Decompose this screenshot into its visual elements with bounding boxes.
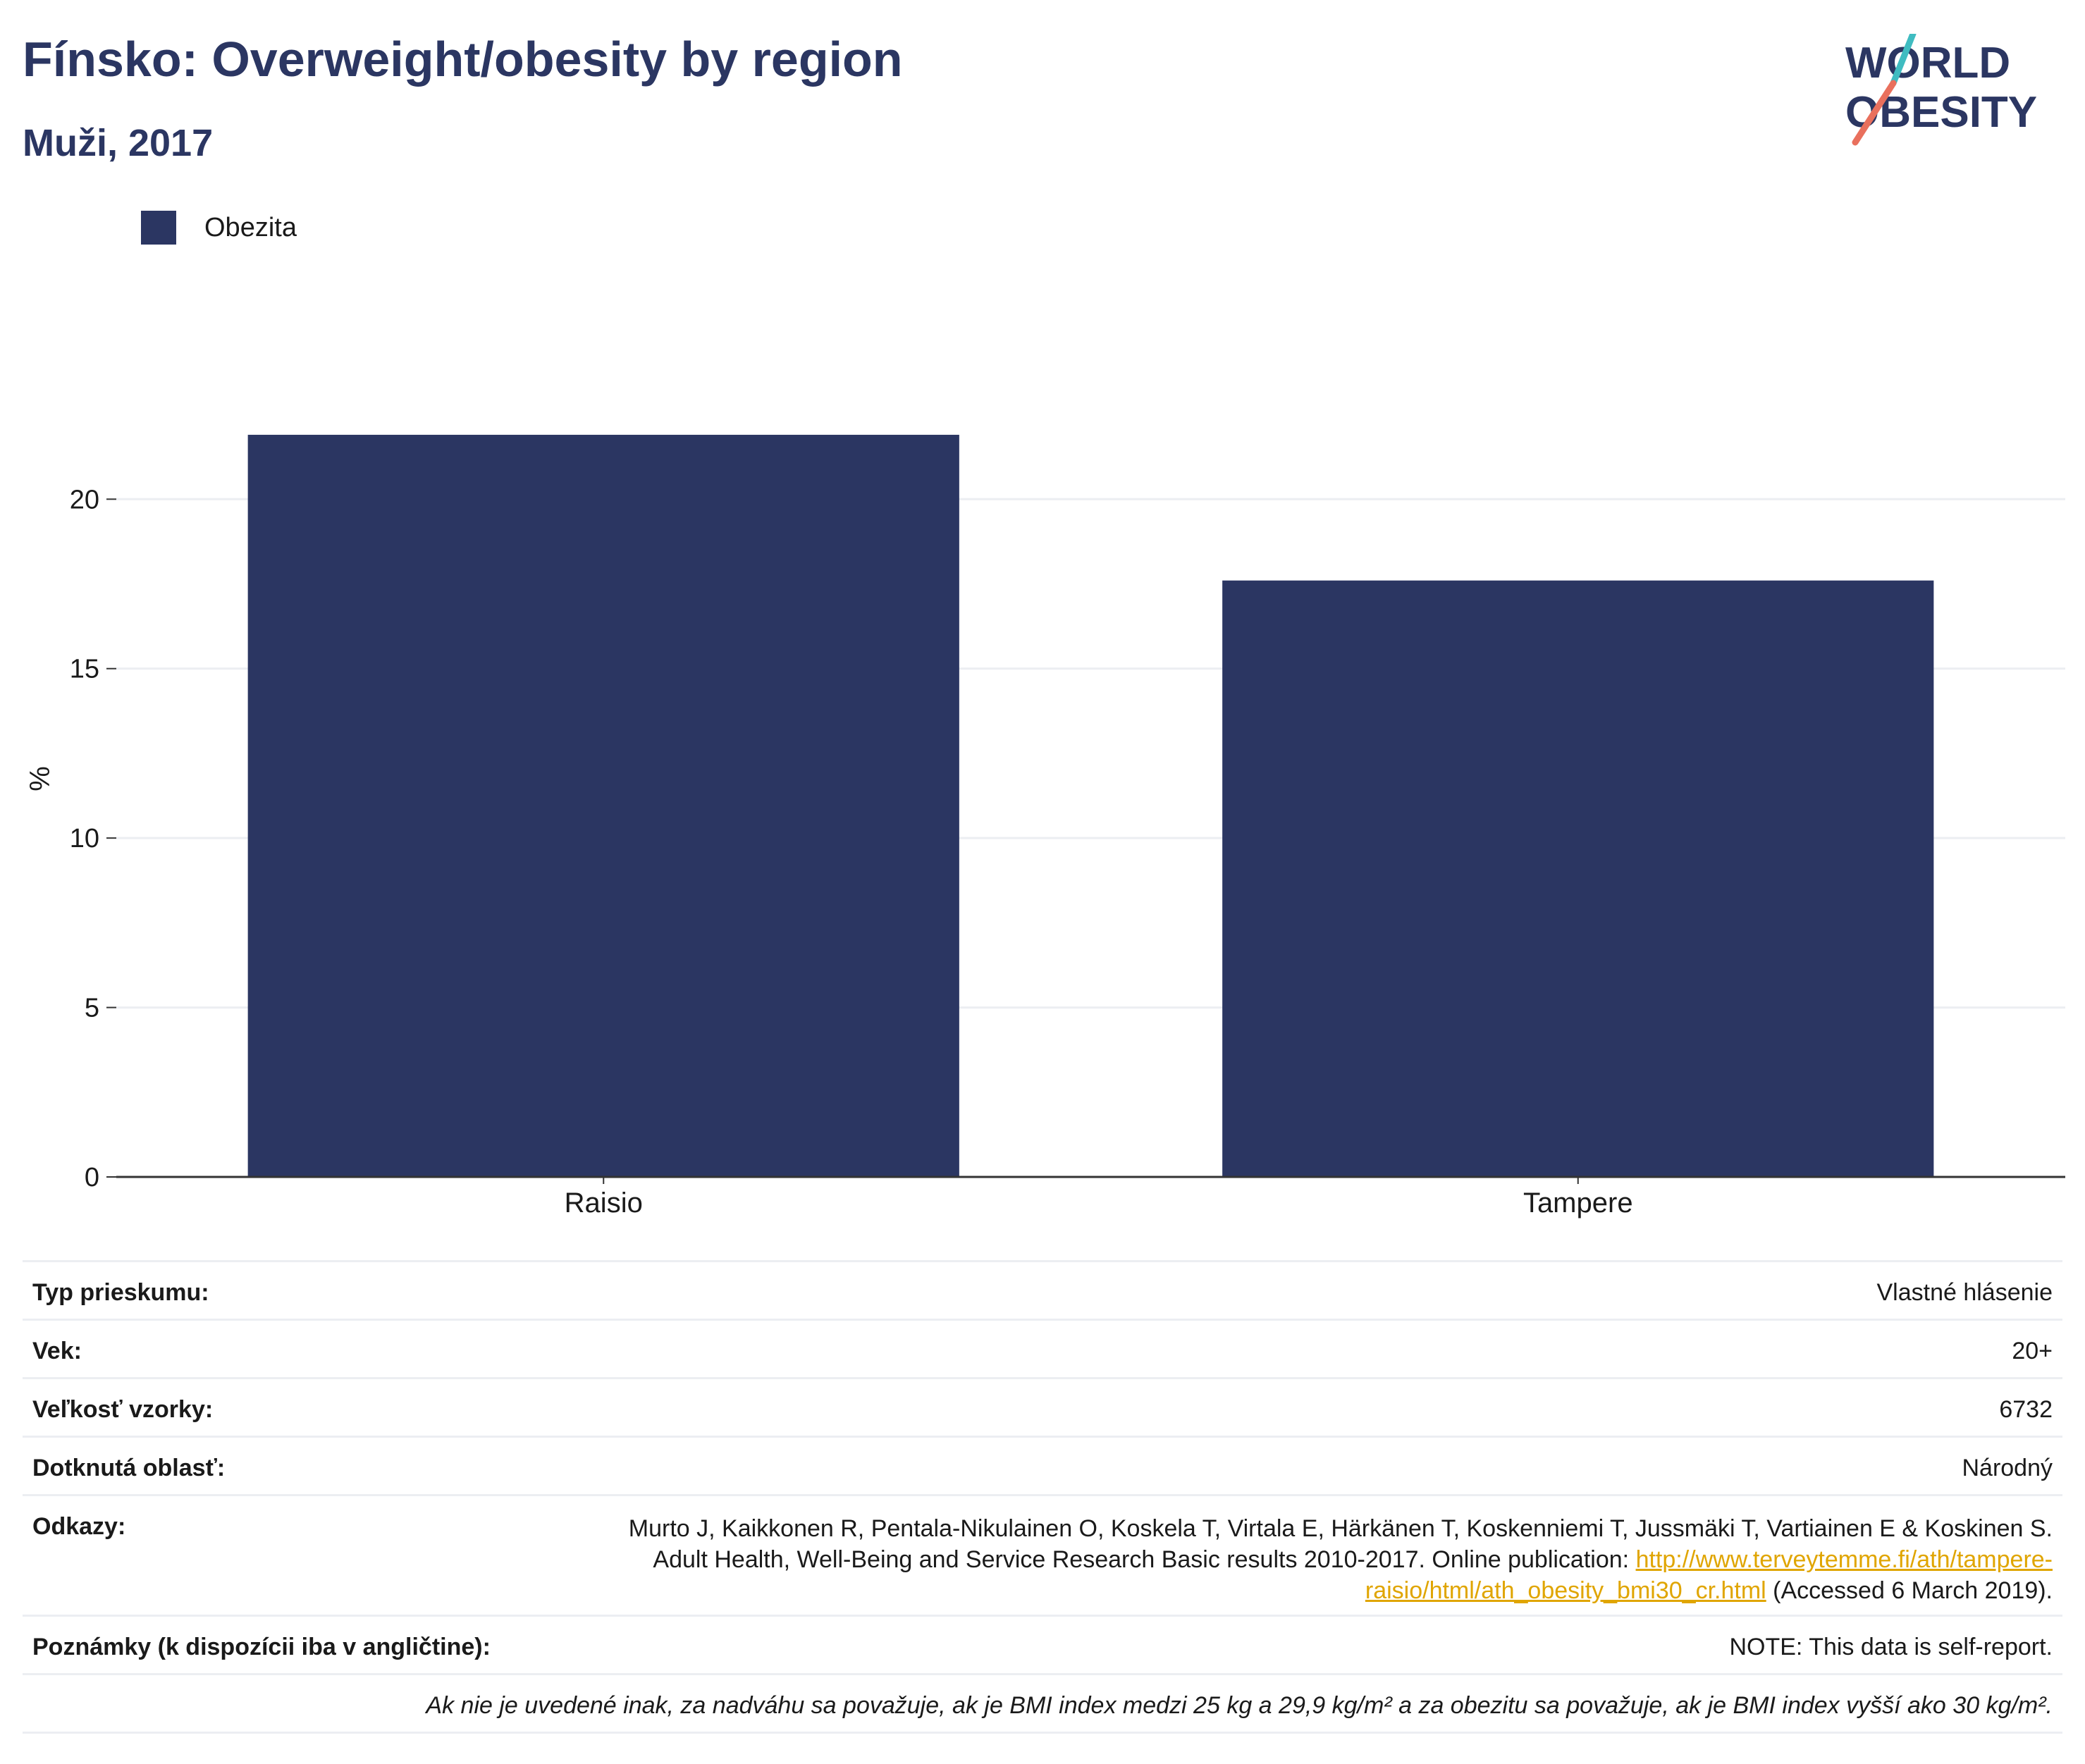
info-row-survey-type: Typ prieskumu: Vlastné hlásenie [23, 1260, 2062, 1319]
logo-slash-teal [1890, 34, 1917, 87]
reference-line-3: raisio/html/ath_obesity_bmi30_cr.html (A… [629, 1575, 2053, 1606]
info-row-area: Dotknutá oblasť: Národný [23, 1436, 2062, 1494]
bar-chart: 0 5 10 15 20 Raisio Tampere % [25, 434, 2065, 1219]
info-row-references: Odkazy: Murto J, Kaikkonen R, Pentala-Ni… [23, 1494, 2062, 1615]
y-axis-title: % [25, 766, 56, 791]
y-tick-label-20: 20 [70, 485, 99, 514]
x-axis-ticks: Raisio Tampere [565, 1177, 1633, 1219]
notes-value: NOTE: This data is self-report. [1729, 1634, 2053, 1660]
info-table-bottom-border [23, 1732, 2062, 1734]
x-tick-label-raisio: Raisio [565, 1188, 643, 1219]
logo-line-1: WORLD [1845, 39, 2010, 87]
y-axis-ticks: 0 5 10 15 20 [70, 485, 116, 1192]
age-label: Vek: [32, 1338, 82, 1364]
references-value: Murto J, Kaikkonen R, Pentala-Nikulainen… [629, 1496, 2053, 1606]
y-tick-label-15: 15 [70, 655, 99, 684]
page-title: Fínsko: Overweight/obesity by region [23, 32, 903, 87]
sample-size-value: 6732 [1999, 1396, 2053, 1423]
reference-line-2: Adult Health, Well-Being and Service Res… [629, 1544, 2053, 1575]
survey-type-value: Vlastné hlásenie [1876, 1279, 2053, 1306]
page-subtitle: Muži, 2017 [23, 122, 214, 164]
survey-type-label: Typ prieskumu: [32, 1279, 209, 1306]
reference-link-part-2[interactable]: raisio/html/ath_obesity_bmi30_cr.html [1365, 1577, 1766, 1604]
chart-legend: Obezita [141, 210, 297, 245]
world-obesity-logo: WORLD OBESITY [1845, 34, 2037, 146]
reference-text: Adult Health, Well-Being and Service Res… [653, 1546, 1636, 1573]
area-label: Dotknutá oblasť: [32, 1455, 226, 1481]
info-row-notes: Poznámky (k dispozícii iba v angličtine)… [23, 1615, 2062, 1673]
y-tick-label-10: 10 [70, 824, 99, 853]
info-row-definition: Ak nie je uvedené inak, za nadváhu sa po… [23, 1673, 2062, 1732]
reference-accessed: (Accessed 6 March 2019). [1766, 1577, 2053, 1604]
reference-line-1: Murto J, Kaikkonen R, Pentala-Nikulainen… [628, 1515, 2053, 1542]
legend-swatch-obezita [141, 211, 176, 245]
x-tick-label-tampere: Tampere [1523, 1188, 1633, 1219]
area-value: Národný [1962, 1455, 2053, 1481]
bars [247, 434, 1934, 1177]
bmi-definition-note: Ak nie je uvedené inak, za nadváhu sa po… [426, 1692, 2053, 1719]
age-value: 20+ [2012, 1338, 2053, 1364]
logo-slash-coral [1852, 80, 1897, 146]
references-label: Odkazy: [32, 1513, 126, 1540]
y-tick-label-5: 5 [85, 994, 99, 1023]
bar-raisio [247, 434, 959, 1177]
info-row-age: Vek: 20+ [23, 1319, 2062, 1377]
y-tick-label-0: 0 [85, 1163, 99, 1192]
info-table: Typ prieskumu: Vlastné hlásenie Vek: 20+… [23, 1260, 2062, 1734]
sample-size-label: Veľkosť vzorky: [32, 1396, 214, 1423]
info-row-sample-size: Veľkosť vzorky: 6732 [23, 1377, 2062, 1436]
reference-link-part-1[interactable]: http://www.terveytemme.fi/ath/tampere- [1635, 1546, 2053, 1573]
bar-tampere [1222, 580, 1934, 1177]
notes-label: Poznámky (k dispozícii iba v angličtine)… [32, 1634, 491, 1660]
legend-label-obezita: Obezita [204, 212, 297, 242]
